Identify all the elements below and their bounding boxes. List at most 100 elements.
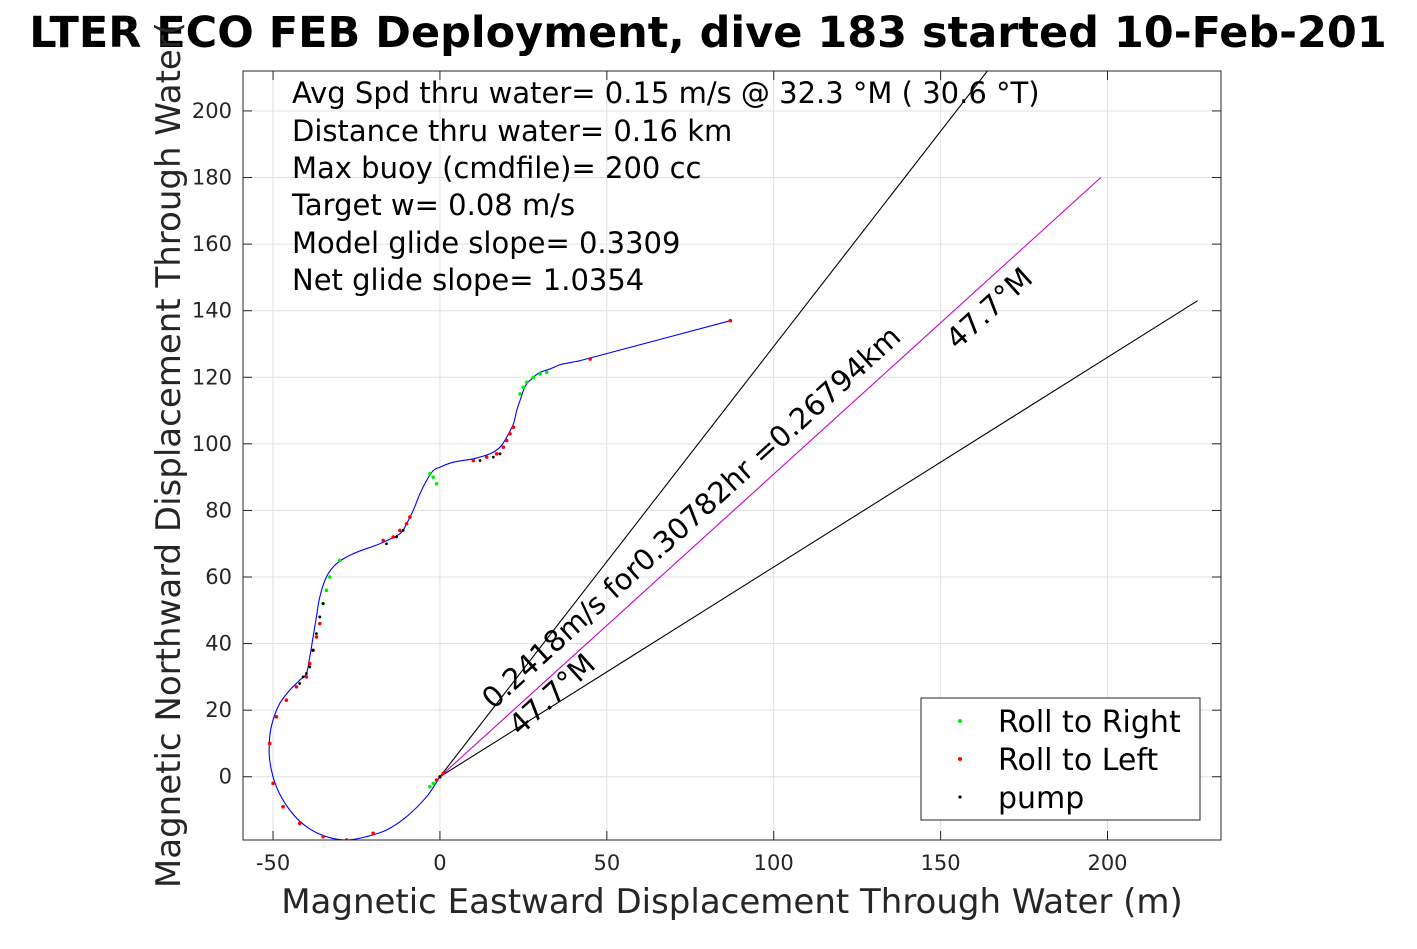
pump-point — [318, 615, 322, 619]
roll-left-point — [317, 621, 322, 626]
roll-left-point — [504, 438, 509, 443]
legend-marker-pump — [958, 795, 962, 799]
y-tick-label: 40 — [205, 632, 232, 656]
y-axis-label: Magnetic Northward Displacement Through … — [149, 22, 189, 888]
info-distance: Distance thru water= 0.16 km — [292, 114, 732, 148]
roll-right-point — [518, 392, 522, 396]
roll-left-point — [321, 834, 325, 839]
x-tick-label: 150 — [921, 851, 961, 875]
roll-left-point — [471, 458, 476, 463]
roll-left-point — [441, 771, 446, 776]
roll-left-point — [508, 432, 512, 436]
roll-left-point — [404, 521, 409, 526]
legend-marker-roll-right — [958, 719, 962, 723]
roll-left-point — [494, 452, 499, 456]
info-net-glide-slope: Net glide slope= 1.0354 — [292, 263, 644, 297]
roll-left-point — [304, 675, 309, 679]
roll-right-point — [521, 385, 526, 390]
roll-left-point — [274, 715, 279, 719]
pump-point — [315, 632, 318, 636]
y-tick-label: 160 — [192, 232, 232, 256]
roll-left-point — [391, 535, 396, 539]
legend-label-roll-left: Roll to Left — [998, 743, 1158, 778]
legend-label-pump: pump — [998, 781, 1084, 816]
roll-left-point — [408, 515, 412, 519]
info-avg-speed: Avg Spd thru water= 0.15 m/s @ 32.3 °M (… — [292, 76, 1040, 110]
pump-point — [385, 542, 388, 546]
pump-point — [438, 775, 442, 779]
info-text-block: Avg Spd thru water= 0.15 m/s @ 32.3 °M (… — [291, 76, 1040, 297]
y-tick-label: 0 — [219, 765, 232, 789]
pump-point — [401, 529, 405, 532]
pump-point — [498, 452, 502, 456]
roll-right-point — [434, 481, 439, 486]
roll-left-point — [294, 685, 299, 689]
x-tick-label: 200 — [1087, 851, 1127, 875]
roll-left-point — [371, 831, 375, 836]
roll-right-point — [431, 781, 436, 786]
left-bound-line — [439, 71, 988, 778]
y-tick-label: 100 — [192, 432, 232, 456]
legend-marker-roll-left — [958, 757, 962, 761]
roll-right-point — [538, 372, 542, 376]
legend: Roll to Right Roll to Left pump — [920, 697, 1201, 821]
roll-left-point — [398, 528, 402, 533]
info-model-glide-slope: Model glide slope= 0.3309 — [292, 226, 680, 260]
y-tick-label: 180 — [192, 166, 232, 190]
roll-left-point — [271, 781, 275, 786]
pump-point — [298, 682, 302, 685]
roll-right-point — [428, 472, 432, 476]
x-tick-label: -50 — [256, 851, 290, 875]
x-tick-label: 50 — [593, 851, 620, 875]
axes-layer: -50 0 50 100 150 200 0 20 40 60 80 100 120 140 160 180 2… — [192, 71, 1221, 875]
pump-point — [305, 672, 308, 675]
pump-point — [301, 675, 305, 679]
x-tick-label: 0 — [433, 851, 446, 875]
info-target-w: Target w= 0.08 m/s — [291, 188, 575, 222]
y-tick-label: 80 — [205, 498, 232, 522]
chart-title: LTER ECO FEB Deployment, dive 183 starte… — [29, 8, 1387, 58]
pump-point — [308, 665, 312, 669]
y-tick-label: 200 — [192, 99, 232, 123]
roll-left-point — [484, 455, 489, 459]
roll-right-point — [337, 558, 342, 563]
info-max-buoy: Max buoy (cmdfile)= 200 cc — [292, 151, 701, 185]
roll-left-point — [511, 425, 516, 430]
roll-right-point — [544, 370, 549, 375]
roll-right-point — [324, 588, 329, 593]
grid — [243, 71, 1221, 840]
y-tick-label: 120 — [192, 365, 232, 389]
legend-label-roll-right: Roll to Right — [998, 705, 1181, 740]
right-bound-line — [439, 300, 1198, 778]
roll-right-point — [531, 375, 536, 380]
roll-left-point — [281, 804, 285, 809]
roll-right-point — [327, 575, 332, 579]
roll-left-point — [501, 445, 506, 449]
x-axis-label: Magnetic Eastward Displacement Through W… — [281, 882, 1183, 922]
roll-left-point — [314, 635, 319, 639]
y-tick-label: 140 — [192, 299, 232, 323]
pump-point — [311, 648, 315, 652]
plot-area — [267, 71, 1198, 840]
roll-left-point — [728, 318, 733, 323]
roll-right-point — [524, 380, 529, 385]
x-tick-label: 100 — [754, 851, 794, 875]
roll-left-point — [297, 821, 302, 826]
plot-frame — [242, 70, 1222, 841]
roll-left-point — [267, 741, 272, 746]
roll-right-point — [431, 475, 436, 479]
pump-point — [478, 459, 482, 462]
y-tick-label: 20 — [205, 698, 232, 722]
roll-left-point — [284, 698, 289, 702]
roll-right-point — [428, 784, 432, 789]
pump-point — [491, 455, 495, 459]
roll-left-point — [588, 357, 592, 361]
roll-left-point — [307, 661, 312, 666]
legend-box — [920, 697, 1201, 821]
roll-left-point — [434, 778, 439, 782]
mean-heading-line — [439, 177, 1102, 778]
pump-point — [395, 535, 398, 539]
roll-left-point — [381, 538, 385, 543]
